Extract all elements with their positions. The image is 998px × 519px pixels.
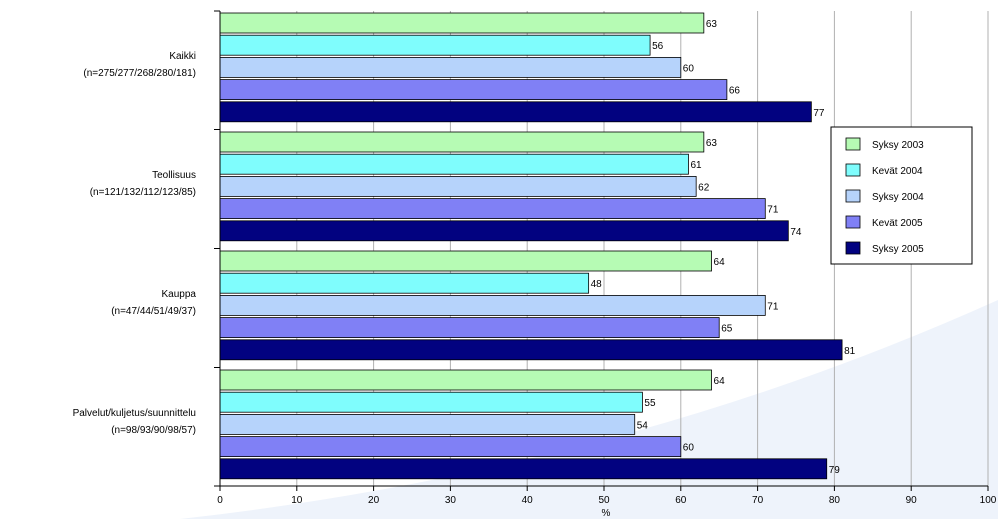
axes: 0 10 20 30 40 50 60 70 80 90 100	[214, 10, 997, 506]
legend-swatch	[845, 189, 861, 203]
bar	[219, 198, 766, 220]
bar	[219, 34, 651, 56]
bar	[219, 413, 636, 435]
bar	[219, 339, 843, 361]
legend-label: Syksy 2003	[872, 140, 924, 151]
bar	[219, 250, 712, 272]
x-tick-label: 10	[291, 495, 303, 506]
data-label: 77	[813, 108, 825, 119]
data-label: 56	[652, 41, 664, 52]
bar	[219, 391, 643, 413]
bars: 63 56 60 66 77 63 61 62 71 74 64 48 71 65 81 64 55 54 60 79	[219, 12, 856, 480]
bar	[219, 101, 812, 123]
legend-swatch	[845, 163, 861, 177]
x-tick-label: 20	[368, 495, 380, 506]
bar	[219, 131, 705, 153]
x-tick-label: 100	[980, 495, 997, 506]
data-label: 63	[706, 19, 718, 30]
x-tick-label: 90	[906, 495, 918, 506]
category-labels: Kaikki (n=275/277/268/280/181) Teollisuus (…	[73, 51, 197, 436]
bar	[219, 272, 590, 294]
data-label: 71	[767, 205, 779, 216]
category-label: Teollisuus	[152, 170, 196, 181]
legend-label: Kevät 2005	[872, 218, 923, 229]
data-label: 60	[683, 63, 695, 74]
category-n-label: (n=121/132/112/123/85)	[90, 187, 196, 198]
data-label: 66	[729, 86, 741, 97]
x-tick-label: 60	[675, 495, 687, 506]
x-tick-label: 70	[752, 495, 764, 506]
x-tick-label: 80	[829, 495, 841, 506]
bar	[219, 436, 682, 458]
data-label: 79	[829, 465, 841, 476]
bar	[219, 57, 682, 78]
category-label: Palvelut/kuljetus/suunnittelu	[73, 408, 196, 419]
legend-label: Syksy 2004	[872, 192, 924, 203]
bar	[219, 79, 728, 100]
data-label: 62	[698, 182, 710, 193]
data-label: 48	[591, 279, 603, 290]
data-label: 54	[637, 420, 649, 431]
data-label: 65	[721, 324, 733, 335]
data-label: 64	[714, 376, 726, 387]
category-n-label: (n=275/277/268/280/181)	[83, 68, 196, 79]
legend-label: Syksy 2005	[872, 244, 924, 255]
category-label: Kaikki	[169, 51, 196, 62]
data-label: 81	[844, 346, 856, 357]
bar	[219, 317, 720, 339]
x-tick-label: 50	[598, 495, 610, 506]
x-axis-title: %	[602, 508, 611, 519]
x-tick-label: 40	[522, 495, 534, 506]
x-tick-label: 30	[445, 495, 457, 506]
bar	[219, 369, 712, 391]
bar	[219, 458, 828, 480]
data-label: 61	[690, 160, 702, 171]
bar	[219, 12, 705, 34]
legend-swatch	[845, 215, 861, 229]
data-label: 71	[767, 301, 779, 312]
bar	[219, 294, 766, 316]
bar	[219, 153, 689, 175]
x-tick-label: 0	[217, 495, 223, 506]
data-label: 63	[706, 138, 718, 149]
data-label: 60	[683, 443, 695, 454]
category-n-label: (n=98/93/90/98/57)	[111, 425, 196, 436]
data-label: 55	[644, 398, 656, 409]
legend: Syksy 2003 Kevät 2004 Syksy 2004 Kevät 2005…	[830, 126, 973, 265]
data-label: 64	[714, 257, 726, 268]
bar	[219, 220, 789, 242]
legend-swatch	[845, 241, 861, 255]
bar	[219, 175, 697, 197]
category-label: Kauppa	[162, 289, 197, 300]
legend-swatch	[845, 137, 861, 151]
category-n-label: (n=47/44/51/49/37)	[111, 306, 196, 317]
data-label: 74	[790, 227, 802, 238]
legend-label: Kevät 2004	[872, 166, 923, 177]
